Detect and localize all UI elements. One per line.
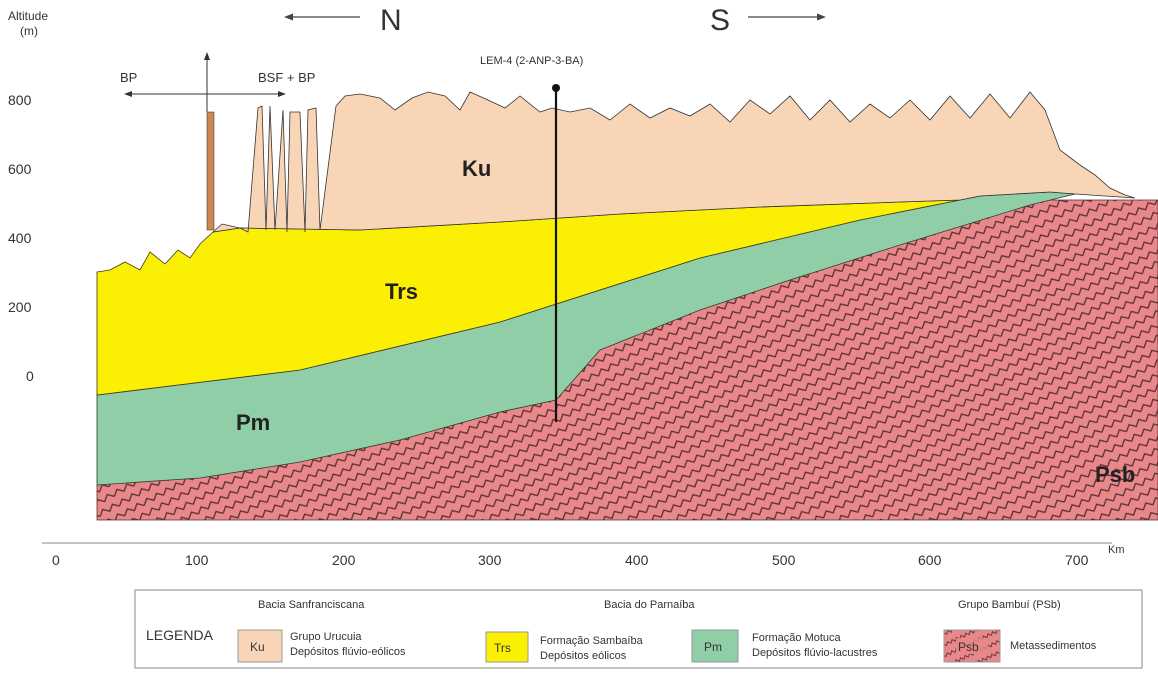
label-pm: Pm	[236, 410, 270, 435]
y-tick-600: 600	[8, 161, 32, 177]
legend-code-pm: Pm	[704, 640, 722, 654]
x-axis: 0 100 200 300 400 500 600 700 Km	[42, 542, 1125, 568]
legend-swatch-pm	[691, 629, 739, 663]
x-tick-300: 300	[478, 552, 502, 568]
legend-ku-line2: Depósitos flúvio-eólicos	[290, 646, 406, 658]
south-label: S	[710, 4, 730, 37]
label-ku: Ku	[462, 156, 491, 181]
y-tick-200: 200	[8, 299, 32, 315]
legend-group-bambui: Grupo Bambuí (PSb)	[958, 599, 1061, 611]
bsf-bp-label: BSF + BP	[258, 70, 315, 85]
x-tick-0: 0	[52, 552, 60, 568]
legend-code-ku: Ku	[250, 640, 265, 654]
well-marker: LEM-4 (2-ANP-3-BA)	[480, 55, 583, 422]
y-axis-title-line2: (m)	[20, 24, 38, 38]
x-tick-200: 200	[332, 552, 356, 568]
legend-swatch-trs	[485, 631, 529, 663]
legend-trs-line2: Depósitos eólicos	[540, 650, 627, 662]
north-label: N	[380, 4, 402, 37]
legend-group-parnaiba: Bacia do Parnaíba	[604, 599, 695, 611]
y-tick-800: 800	[8, 92, 32, 108]
y-axis-title-line1: Altitude	[8, 9, 48, 23]
basin-boundary-arrows: BP BSF + BP	[120, 52, 315, 112]
layer-ku	[211, 91, 1136, 233]
legend-code-psb: Psb	[958, 640, 979, 654]
y-tick-400: 400	[8, 230, 32, 246]
bp-label: BP	[120, 70, 137, 85]
well-label: LEM-4 (2-ANP-3-BA)	[480, 55, 583, 67]
legend-ku-line1: Grupo Urucuia	[290, 631, 362, 643]
y-tick-0: 0	[26, 368, 34, 384]
legend-swatch-ku	[237, 629, 283, 663]
legend-title: LEGENDA	[146, 627, 214, 643]
x-tick-400: 400	[625, 552, 649, 568]
x-tick-100: 100	[185, 552, 209, 568]
legend-code-trs: Trs	[494, 641, 511, 655]
legend: Bacia Sanfranciscana Bacia do Parnaíba G…	[134, 589, 1143, 669]
geologic-layers	[96, 91, 1158, 521]
legend-group-sanfranciscana: Bacia Sanfranciscana	[258, 599, 365, 611]
dike-column	[206, 111, 215, 231]
x-tick-500: 500	[772, 552, 796, 568]
x-tick-700: 700	[1065, 552, 1089, 568]
label-psb: Psb	[1095, 462, 1135, 487]
legend-psb-line1: Metassedimentos	[1010, 640, 1097, 652]
x-tick-600: 600	[918, 552, 942, 568]
label-trs: Trs	[385, 279, 418, 304]
legend-pm-line2: Depósitos flúvio-lacustres	[752, 647, 878, 659]
x-axis-unit: Km	[1108, 544, 1125, 556]
legend-trs-line1: Formação Sambaíba	[540, 635, 644, 647]
legend-pm-line1: Formação Motuca	[752, 632, 842, 644]
direction-indicator: N S	[284, 4, 826, 37]
y-axis-ticks: 800 600 400 200 0	[8, 92, 34, 384]
